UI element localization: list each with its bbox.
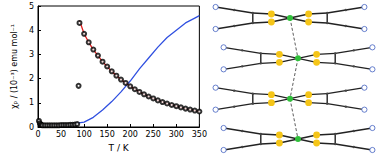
svg-text:0: 0 — [35, 130, 40, 139]
svg-text:150: 150 — [100, 130, 115, 139]
svg-text:2: 2 — [29, 74, 34, 83]
svg-text:3: 3 — [29, 50, 34, 59]
svg-text:250: 250 — [146, 130, 161, 139]
svg-text:0: 0 — [29, 123, 34, 132]
svg-text:χₚ / (10⁻³) emu mol⁻¹: χₚ / (10⁻³) emu mol⁻¹ — [10, 24, 19, 109]
svg-text:5: 5 — [29, 2, 34, 11]
svg-text:200: 200 — [123, 130, 138, 139]
svg-text:4: 4 — [29, 26, 34, 35]
svg-text:100: 100 — [76, 130, 91, 139]
svg-text:1: 1 — [29, 98, 34, 107]
svg-text:50: 50 — [56, 130, 66, 139]
svg-text:350: 350 — [192, 130, 207, 139]
svg-text:T / K: T / K — [108, 143, 130, 153]
svg-text:300: 300 — [169, 130, 184, 139]
